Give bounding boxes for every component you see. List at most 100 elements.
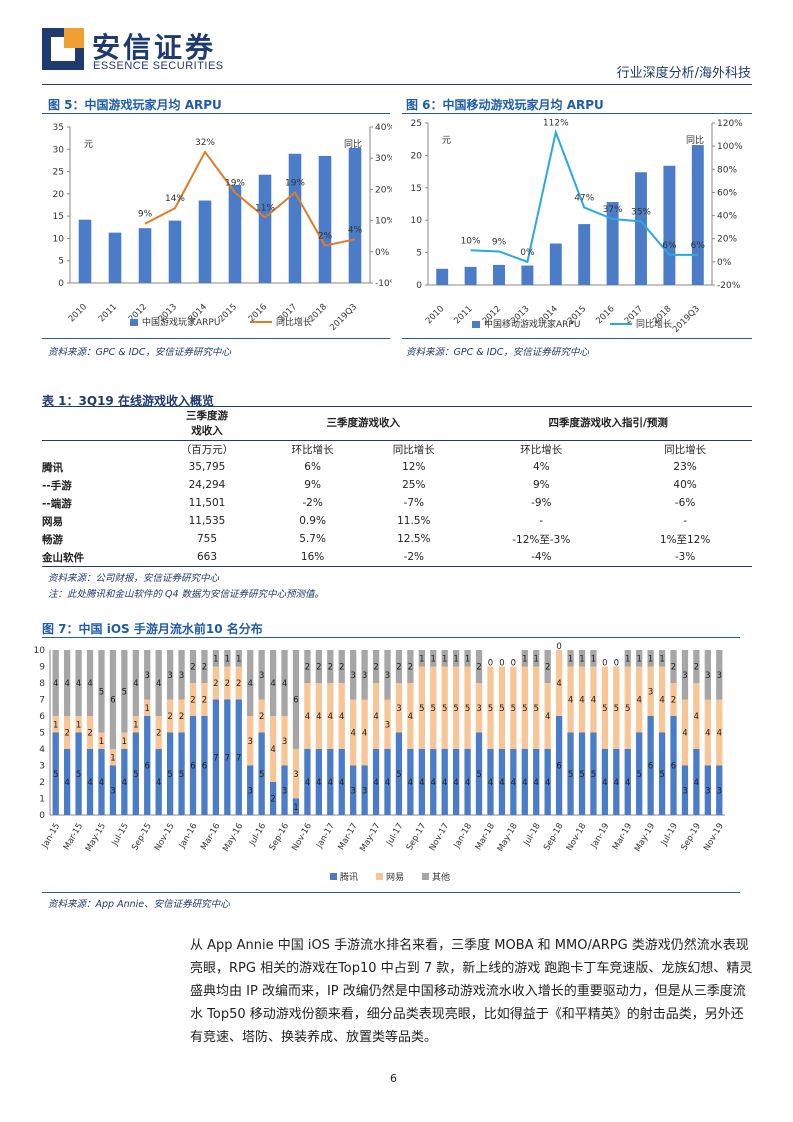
segment-label: 1 xyxy=(213,654,218,664)
stack-segment xyxy=(464,650,471,667)
stack-segment xyxy=(430,650,437,667)
segment-label: 2 xyxy=(202,696,207,706)
stack-segment xyxy=(292,798,300,815)
stack-segment xyxy=(201,683,208,716)
stack-segment xyxy=(121,732,128,749)
y-tick-label: 2 xyxy=(39,778,45,788)
stack-segment xyxy=(636,666,643,733)
segment-label: 3 xyxy=(282,786,287,796)
data-label: 32% xyxy=(195,138,215,148)
stack-segment xyxy=(212,666,220,700)
y-tick-label: 25 xyxy=(53,168,64,178)
stack-segment xyxy=(395,650,403,683)
th-unit: （百万元） xyxy=(180,443,234,456)
stack-segment xyxy=(555,650,563,716)
segment-label: 3 xyxy=(167,671,172,681)
segment-label: 3 xyxy=(717,786,722,796)
segment-label: 4 xyxy=(270,679,275,689)
stack-segment xyxy=(624,666,631,749)
stack-segment xyxy=(636,732,643,815)
bar xyxy=(521,265,534,285)
stack-segment xyxy=(510,749,517,815)
segment-label: 1 xyxy=(442,654,447,664)
stack-segment xyxy=(132,732,139,815)
stack-segment xyxy=(567,666,574,733)
segment-label: 6 xyxy=(145,762,150,772)
stack-segment xyxy=(407,650,414,683)
cell-qoq4: -12%至-3% xyxy=(512,533,571,546)
legend-bar-label: 中国游戏玩家ARPU xyxy=(142,316,220,328)
stack-segment xyxy=(670,716,677,815)
th-q4-group: 四季度游戏收入指引/预测 xyxy=(548,417,668,430)
stack-segment xyxy=(544,650,551,683)
stack-segment xyxy=(441,749,448,815)
y2-tick-label: 100% xyxy=(717,142,743,152)
data-label: 37% xyxy=(603,205,623,215)
segment-label: 5 xyxy=(53,770,58,780)
legend-bar-swatch xyxy=(472,321,480,328)
legend-swatch xyxy=(330,873,337,880)
table1-bottom-rule xyxy=(42,566,752,567)
stack-segment xyxy=(98,650,105,733)
segment-label: 5 xyxy=(534,704,539,714)
segment-label: 4 xyxy=(305,778,310,788)
x-tick-label: Nov-15 xyxy=(153,822,177,853)
data-label: 2% xyxy=(318,232,333,242)
stack-segment xyxy=(212,650,220,667)
stack-segment xyxy=(681,765,689,815)
segment-label: 3 xyxy=(350,671,355,681)
y-tick-label: 0 xyxy=(39,811,45,821)
segment-label: 0 xyxy=(511,659,516,669)
stack-segment xyxy=(178,732,185,815)
segment-label: 2 xyxy=(328,663,333,673)
segment-label: 4 xyxy=(339,712,344,722)
stack-segment xyxy=(521,749,528,815)
stack-segment xyxy=(452,666,460,749)
stack-segment xyxy=(430,666,437,749)
data-label: 6% xyxy=(662,241,677,251)
segment-label: 1 xyxy=(293,803,298,813)
cell-name: 金山软件 xyxy=(42,551,84,564)
data-label: 19% xyxy=(225,179,245,189)
bar xyxy=(258,174,272,283)
cell-rev: 663 xyxy=(196,551,218,563)
segment-label: 4 xyxy=(87,778,92,788)
stack-segment xyxy=(64,716,71,749)
page-number: 6 xyxy=(390,1072,397,1085)
fig6-bottom-rule xyxy=(402,338,752,339)
segment-label: 2 xyxy=(225,679,230,689)
segment-label: 3 xyxy=(705,671,710,681)
cell-yoy4: - xyxy=(683,515,687,527)
stack-segment xyxy=(247,650,254,716)
fig7-title: 图 7：中国 iOS 手游月流水前10 名分布 xyxy=(42,622,263,636)
stack-segment xyxy=(452,749,460,815)
segment-label: 4 xyxy=(659,696,664,706)
segment-label: 4 xyxy=(499,778,504,788)
x-tick-label: Jul-17 xyxy=(384,822,405,849)
y2-tick-label: 80% xyxy=(717,165,737,175)
segment-label: 0 xyxy=(602,659,607,669)
y2-tick-label: 40% xyxy=(375,123,392,133)
segment-label: 4 xyxy=(373,712,378,722)
table-row: --手游 24,294 9% 25% 9% 40% xyxy=(42,476,752,494)
segment-label: 2 xyxy=(694,663,699,673)
table-row: 畅游 755 5.7% 12.5% -12%至-3% 1%至12% xyxy=(42,530,752,548)
y-tick-label: 8 xyxy=(39,679,45,689)
segment-label: 5 xyxy=(625,704,630,714)
stack-segment xyxy=(155,716,162,749)
x-tick-label: 2019Q3 xyxy=(328,302,359,333)
cell-yoy4: 1%至12% xyxy=(659,533,711,546)
segment-label: 5 xyxy=(76,770,81,780)
th-qoq: 环比增长 xyxy=(291,443,334,456)
stack-segment xyxy=(86,650,94,716)
y2-tick-label: 60% xyxy=(717,188,737,198)
segment-label: 4 xyxy=(270,745,275,755)
segment-label: 1 xyxy=(522,654,527,664)
stack-segment xyxy=(704,650,711,700)
stack-segment xyxy=(658,650,666,667)
segment-label: 3 xyxy=(145,671,150,681)
y2-tick-label: 40% xyxy=(717,212,737,222)
y-tick-label: 0 xyxy=(416,281,422,291)
stack-segment xyxy=(350,765,357,815)
y-tick-label: 10 xyxy=(53,234,65,244)
